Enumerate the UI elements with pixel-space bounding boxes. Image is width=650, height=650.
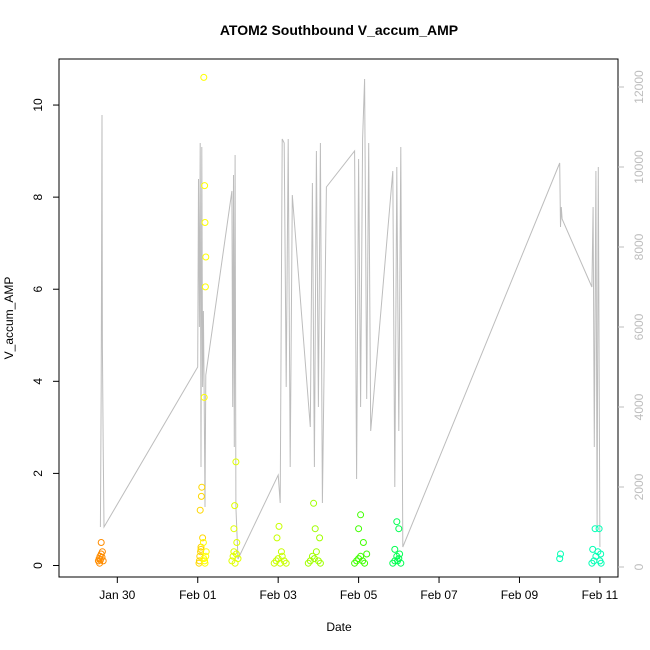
data-point (359, 557, 367, 565)
chart-title: ATOM2 Southbound V_accum_AMP (220, 22, 458, 38)
data-point (274, 555, 282, 563)
data-point (391, 545, 399, 553)
data-point (202, 548, 210, 556)
line-layer (99, 78, 601, 560)
y2-tick-label: 0 (632, 563, 646, 570)
data-point (314, 557, 322, 565)
data-point (282, 559, 290, 567)
data-point (200, 73, 208, 81)
data-point (199, 539, 207, 546)
data-point (272, 557, 280, 565)
y2-tick-label: 8000 (632, 233, 646, 260)
data-point (391, 557, 399, 565)
data-point (202, 253, 210, 261)
data-point (201, 559, 209, 567)
y-tick-label: 6 (31, 286, 45, 293)
data-point (597, 550, 605, 558)
data-point (591, 525, 599, 533)
data-point (273, 534, 281, 542)
data-point (99, 557, 107, 565)
x-tick-label: Feb 03 (259, 588, 297, 602)
data-point (198, 483, 206, 491)
data-point (357, 552, 365, 560)
data-point (355, 525, 363, 533)
y-tick-label: 0 (31, 562, 45, 569)
data-point (201, 283, 209, 291)
y2-tick-label: 10000 (632, 150, 646, 184)
data-point (200, 393, 208, 401)
data-point (308, 552, 316, 560)
data-point (361, 559, 369, 567)
data-point (201, 219, 209, 226)
plot-frame (58, 58, 619, 578)
y-tick-label: 10 (31, 98, 45, 112)
data-point (280, 557, 288, 565)
y-tick-label: 2 (31, 470, 45, 477)
data-point (588, 559, 596, 567)
y2-tick-label: 6000 (632, 313, 646, 340)
data-point (200, 555, 208, 563)
x-tick-label: Jan 30 (99, 588, 135, 602)
data-point (231, 559, 239, 567)
x-tick-label: Feb 09 (501, 588, 539, 602)
y2-tick-label: 4000 (632, 393, 646, 420)
data-point (197, 492, 205, 500)
data-point (277, 548, 285, 556)
data-point (359, 539, 367, 546)
data-point (396, 550, 404, 558)
data-point (316, 559, 324, 567)
x-axis: Jan 30 Feb 01 Feb 03 Feb 05 Feb 07 Feb 09 Feb … (99, 577, 618, 602)
y-axis: 0 2 4 6 8 10 (31, 98, 59, 569)
data-point (316, 534, 324, 542)
data-point (394, 557, 402, 565)
data-point (589, 545, 597, 553)
x-tick-label: Feb 01 (179, 588, 217, 602)
data-point (278, 552, 286, 560)
data-point (557, 550, 564, 558)
y-tick-label: 8 (31, 193, 45, 200)
data-point (199, 534, 207, 542)
data-point (232, 550, 240, 558)
points-layer (94, 73, 605, 567)
data-point (97, 539, 105, 546)
data-point (98, 548, 106, 556)
y2-tick-label: 12000 (632, 70, 646, 104)
data-point (363, 550, 371, 558)
data-point (232, 458, 240, 466)
data-point (355, 555, 363, 563)
series-line (99, 78, 601, 560)
data-point (196, 506, 204, 514)
data-point (201, 182, 209, 190)
data-point (310, 555, 318, 563)
data-point (202, 552, 210, 560)
data-point (395, 525, 403, 533)
data-point (310, 499, 318, 507)
data-point (312, 548, 320, 556)
data-point (96, 559, 104, 567)
x-tick-label: Feb 07 (420, 588, 458, 602)
x-tick-label: Feb 05 (340, 588, 378, 602)
y-tick-label: 4 (31, 378, 45, 385)
data-point (230, 525, 238, 533)
data-point (233, 539, 241, 546)
data-point (556, 555, 564, 563)
data-point (597, 559, 605, 567)
data-point (275, 522, 283, 530)
x-tick-label: Feb 11 (582, 588, 619, 602)
data-point (595, 525, 603, 533)
data-point (351, 559, 359, 567)
data-point (357, 511, 365, 519)
data-point (393, 518, 401, 526)
y2-axis: 0 2000 4000 6000 8000 10000 12000 (618, 70, 646, 570)
data-point (231, 502, 239, 510)
x-axis-label: Date (326, 620, 352, 634)
data-point (304, 559, 312, 567)
y-axis-label: V_accum_AMP (2, 277, 16, 360)
y2-tick-label: 2000 (632, 473, 646, 500)
data-point (311, 525, 319, 533)
